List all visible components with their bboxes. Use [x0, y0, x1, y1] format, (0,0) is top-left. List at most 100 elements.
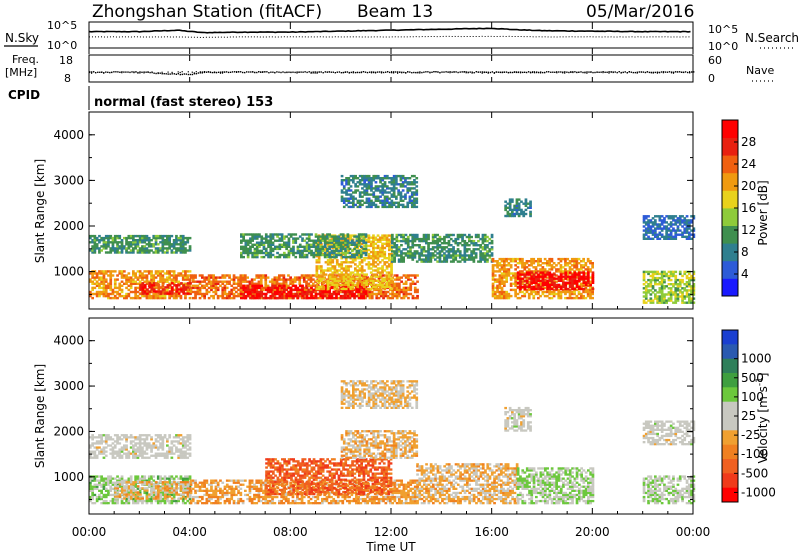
freq-point — [288, 71, 290, 73]
heatmap-cell — [660, 219, 664, 222]
heatmap-cell — [658, 233, 662, 236]
heatmap-cell — [102, 286, 106, 290]
heatmap-cell — [312, 288, 316, 292]
freq-point — [455, 71, 457, 73]
heatmap-cell — [365, 174, 369, 178]
heatmap-cell — [198, 290, 202, 294]
heatmap-cell — [348, 255, 352, 259]
heatmap-cell — [367, 183, 371, 186]
heatmap-cell — [302, 286, 306, 290]
heatmap-cell — [557, 296, 561, 300]
heatmap-cell — [98, 282, 101, 285]
heatmap-cell — [463, 254, 467, 257]
heatmap-cell — [296, 290, 299, 294]
heatmap-cell — [148, 286, 152, 289]
nave-point — [620, 72, 622, 74]
heatmap-cell — [404, 252, 408, 255]
heatmap-cell — [210, 282, 213, 285]
heatmap-cell — [186, 270, 190, 273]
noise-tick-left-low: 10^0 — [47, 39, 77, 52]
heatmap-cell — [372, 248, 375, 252]
heatmap-cell — [163, 278, 167, 281]
heatmap-cell — [332, 292, 336, 296]
heatmap-cell — [310, 249, 313, 253]
heatmap-cell — [578, 285, 581, 289]
heatmap-cell — [411, 239, 415, 243]
heatmap-cell — [338, 283, 341, 287]
heatmap-cell — [186, 276, 190, 279]
heatmap-cell — [365, 263, 368, 266]
heatmap-cell — [214, 284, 218, 287]
heatmap-cell — [654, 219, 657, 222]
heatmap-cell — [513, 214, 516, 218]
heatmap-cell — [479, 237, 482, 241]
heatmap-cell — [156, 274, 160, 277]
heatmap-cell — [651, 217, 655, 220]
heatmap-cell — [393, 284, 397, 287]
heatmap-cell — [566, 272, 570, 275]
heatmap-cell — [587, 275, 590, 278]
heatmap-cell — [518, 257, 522, 261]
heatmap-cell — [341, 235, 345, 238]
heatmap-cell — [504, 214, 507, 218]
heatmap-cell — [532, 262, 536, 265]
heatmap-cell — [505, 280, 508, 283]
freq-point — [425, 71, 427, 73]
heatmap-cell — [356, 281, 359, 284]
heatmap-cell — [240, 247, 243, 251]
heatmap-cell — [352, 203, 355, 207]
freq-point — [316, 71, 318, 73]
heatmap-cell — [658, 227, 662, 230]
heatmap-cell — [283, 241, 286, 244]
heatmap-cell — [332, 245, 336, 248]
heatmap-cell — [166, 284, 170, 287]
heatmap-cell — [170, 251, 174, 254]
heatmap-cell — [360, 296, 363, 300]
heatmap-cell — [458, 260, 462, 263]
heatmap-cell — [166, 276, 169, 279]
heatmap-cell — [298, 282, 302, 285]
heatmap-cell — [242, 249, 245, 253]
heatmap-cell — [660, 223, 664, 226]
heatmap-cell — [388, 259, 391, 262]
heatmap-cell — [548, 264, 551, 267]
heatmap-cell — [543, 270, 547, 273]
nave-point — [485, 71, 487, 73]
heatmap-cell — [179, 272, 183, 275]
heatmap-cell — [557, 262, 561, 265]
heatmap-cell — [383, 203, 387, 207]
heatmap-cell — [548, 285, 552, 289]
heatmap-cell — [445, 254, 449, 257]
heatmap-cell — [102, 294, 106, 298]
heatmap-cell — [373, 278, 376, 281]
heatmap-cell — [329, 269, 332, 272]
heatmap-cell — [379, 191, 382, 194]
heatmap-cell — [374, 177, 378, 180]
heatmap-cell — [136, 243, 140, 246]
heatmap-cell — [280, 233, 284, 236]
heatmap-cell — [557, 288, 561, 292]
heatmap-cell — [161, 245, 165, 248]
heatmap-cell — [148, 284, 152, 287]
heatmap-cell — [314, 239, 318, 242]
heatmap-cell — [500, 276, 504, 279]
heatmap-cell — [388, 275, 391, 278]
heatmap-cell — [515, 204, 519, 207]
heatmap-cell — [463, 258, 467, 261]
heatmap-cell — [163, 294, 167, 298]
heatmap-cell — [294, 288, 298, 292]
heatmap-cell — [104, 247, 108, 250]
heatmap-cell — [559, 296, 563, 300]
heatmap-cell — [349, 261, 353, 264]
heatmap-cell — [330, 255, 334, 259]
heatmap-cell — [289, 249, 293, 253]
heatmap-cell — [258, 245, 261, 248]
heatmap-cell — [493, 290, 497, 294]
freq-point — [89, 71, 91, 73]
heatmap-cell — [184, 251, 187, 254]
heatmap-cell — [212, 276, 215, 279]
heatmap-cell — [527, 288, 531, 292]
heatmap-cell — [582, 266, 585, 269]
heatmap-cell — [93, 245, 97, 248]
heatmap-cell — [168, 239, 171, 242]
